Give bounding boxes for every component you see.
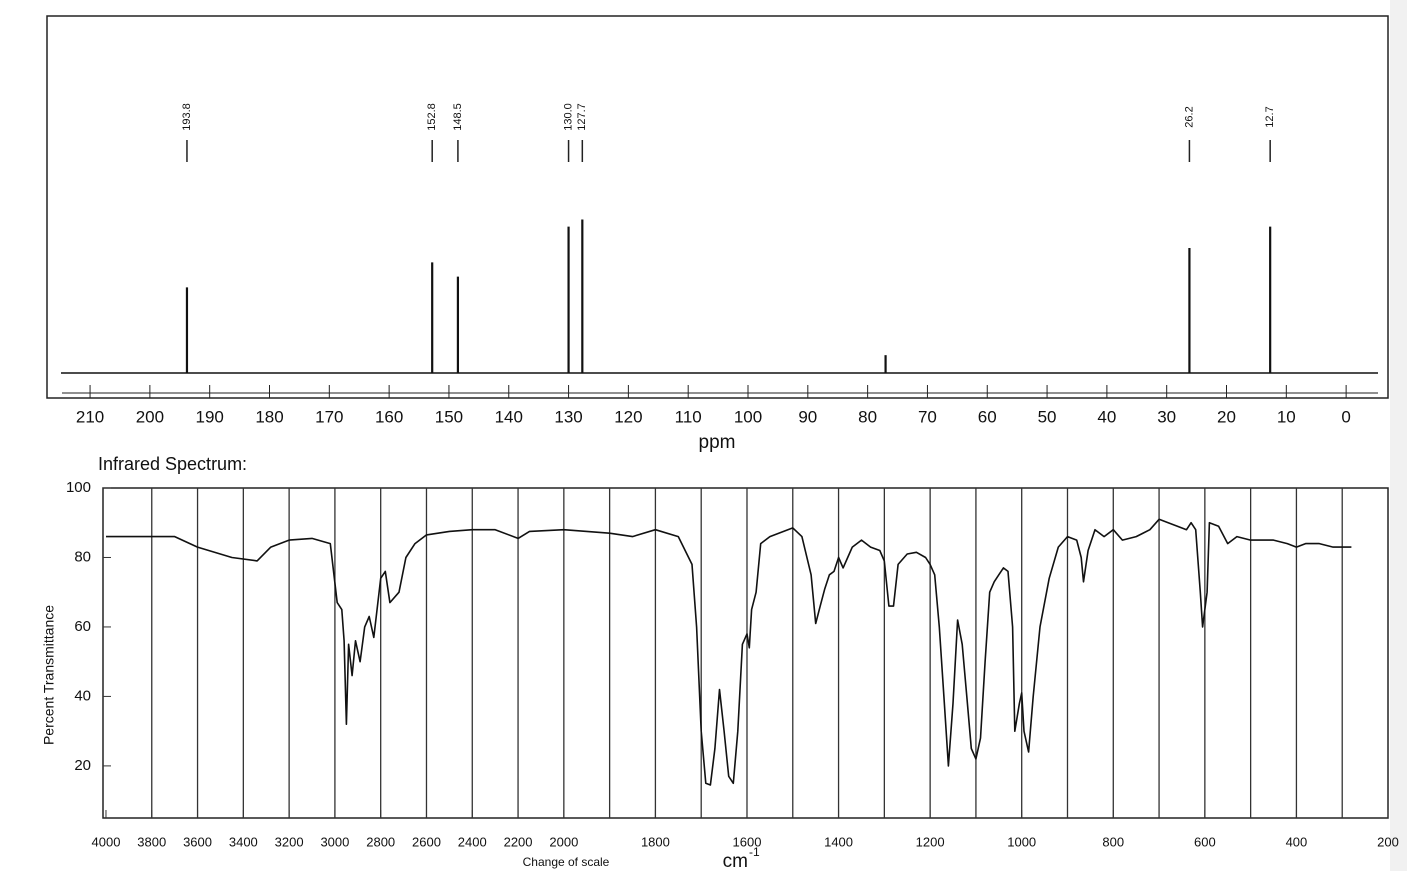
x-tick-label: 1200 bbox=[916, 834, 945, 849]
peak-label: 127.7 bbox=[576, 103, 588, 131]
x-tick-label: 60 bbox=[978, 407, 997, 426]
x-tick-label: 1000 bbox=[1007, 834, 1036, 849]
x-tick-label: 2600 bbox=[412, 834, 441, 849]
x-tick-label: 800 bbox=[1102, 834, 1124, 849]
x-tick-label: 1600 bbox=[733, 834, 762, 849]
x-tick-label: 20 bbox=[1217, 407, 1236, 426]
nmr-frame bbox=[46, 15, 1389, 399]
y-tick-label: 60 bbox=[74, 618, 91, 635]
x-tick-label: 190 bbox=[196, 407, 224, 426]
peak-label: 12.7 bbox=[1264, 106, 1276, 127]
peak-label: 152.8 bbox=[426, 103, 438, 131]
x-tick-label: 140 bbox=[495, 407, 523, 426]
x-tick-label: 210 bbox=[76, 407, 104, 426]
ir-annotation: Change of scale bbox=[523, 855, 610, 869]
x-tick-label: 3800 bbox=[137, 834, 166, 849]
x-tick-label: 0 bbox=[1341, 407, 1350, 426]
scan-edge bbox=[1390, 0, 1407, 871]
x-tick-label: 200 bbox=[136, 407, 164, 426]
x-tick-label: 2200 bbox=[504, 834, 533, 849]
x-tick-label: 40 bbox=[1097, 407, 1116, 426]
y-tick-label: 80 bbox=[74, 548, 91, 565]
x-tick-label: 70 bbox=[918, 407, 937, 426]
x-tick-label: 90 bbox=[798, 407, 817, 426]
x-tick-label: 2800 bbox=[366, 834, 395, 849]
nmr-x-label: ppm bbox=[699, 432, 736, 453]
ir-frame bbox=[102, 487, 1389, 819]
peak-label: 26.2 bbox=[1183, 106, 1195, 127]
x-tick-label: 600 bbox=[1194, 834, 1216, 849]
ir-trace bbox=[106, 518, 1352, 786]
ir-y-label: Percent Transmittance bbox=[41, 605, 57, 745]
x-tick-label: 1800 bbox=[641, 834, 670, 849]
x-tick-label: 110 bbox=[675, 407, 702, 426]
x-tick-label: 50 bbox=[1038, 407, 1057, 426]
peak-label: 193.8 bbox=[181, 103, 193, 131]
ir-x-label-superscript: -1 bbox=[749, 845, 760, 859]
y-tick-label: 20 bbox=[74, 757, 91, 774]
x-tick-label: 80 bbox=[858, 407, 877, 426]
y-tick-label: 100 bbox=[66, 479, 91, 496]
x-tick-label: 2000 bbox=[549, 834, 578, 849]
x-tick-label: 170 bbox=[315, 407, 343, 426]
x-tick-label: 200 bbox=[1377, 834, 1399, 849]
x-tick-label: 160 bbox=[375, 407, 403, 426]
ir-title: Infrared Spectrum: bbox=[98, 454, 247, 474]
x-tick-label: 1400 bbox=[824, 834, 853, 849]
x-tick-label: 3200 bbox=[275, 834, 304, 849]
x-tick-label: 10 bbox=[1277, 407, 1296, 426]
x-tick-label: 30 bbox=[1157, 407, 1176, 426]
x-tick-label: 100 bbox=[734, 407, 762, 426]
x-tick-label: 2400 bbox=[458, 834, 487, 849]
x-tick-label: 3400 bbox=[229, 834, 258, 849]
x-tick-label: 3000 bbox=[320, 834, 349, 849]
x-tick-label: 120 bbox=[614, 407, 642, 426]
peak-label: 148.5 bbox=[452, 103, 464, 131]
peak-label: 130.0 bbox=[562, 103, 574, 131]
ir-x-label: cm bbox=[723, 851, 748, 871]
x-tick-label: 130 bbox=[554, 407, 582, 426]
y-tick-label: 40 bbox=[74, 687, 91, 704]
x-tick-label: 150 bbox=[435, 407, 463, 426]
x-tick-label: 180 bbox=[255, 407, 283, 426]
x-tick-label: 4000 bbox=[92, 834, 121, 849]
x-tick-label: 400 bbox=[1286, 834, 1308, 849]
x-tick-label: 3600 bbox=[183, 834, 212, 849]
